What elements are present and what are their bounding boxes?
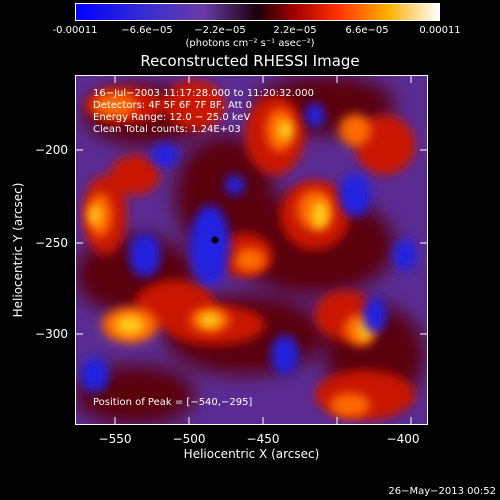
colorbar-tick: −2.2e−05 [194,25,246,36]
x-tick-label: −450 [246,432,280,446]
colorbar-tick: 2.2e−05 [273,25,317,36]
x-tick-label: −400 [386,432,420,446]
colorbar-tick: 6.6e−05 [345,25,389,36]
colorbar-tick: -0.00011 [52,25,98,36]
x-tick-label: −500 [172,432,206,446]
colorbar-tick: 0.00011 [419,25,461,36]
colorbar-tick: −6.6e−05 [121,25,173,36]
y-tick-label: −250 [35,236,68,250]
peak-position-text: Position of Peak = [−540,−295] [93,397,253,408]
image-title: Reconstructed RHESSI Image [140,52,360,70]
y-axis-label: Heliocentric Y (arcsec) [11,182,25,318]
peak-marker [211,236,219,244]
x-tick-label: −550 [98,432,132,446]
colorbar-units: (photons cm⁻² s⁻¹ asec⁻²) [185,38,315,49]
detectors-text: Detectors: 4F 5F 6F 7F 8F, Att 0 [93,100,253,111]
x-axis-label: Heliocentric X (arcsec) [183,447,320,461]
clean-counts-text: Clean Total counts: 1.24E+03 [93,124,241,135]
colorbar [75,3,440,21]
energy-range-text: Energy Range: 12.0 − 25.0 keV [93,112,251,123]
rhessi-image [75,75,428,425]
y-tick-label: −200 [35,143,68,157]
time-range-text: 16−Jul−2003 11:17:28.000 to 11:20:32.000 [93,88,314,99]
y-tick-label: −300 [35,327,68,341]
timestamp: 26−May−2013 00:52 [388,486,496,497]
